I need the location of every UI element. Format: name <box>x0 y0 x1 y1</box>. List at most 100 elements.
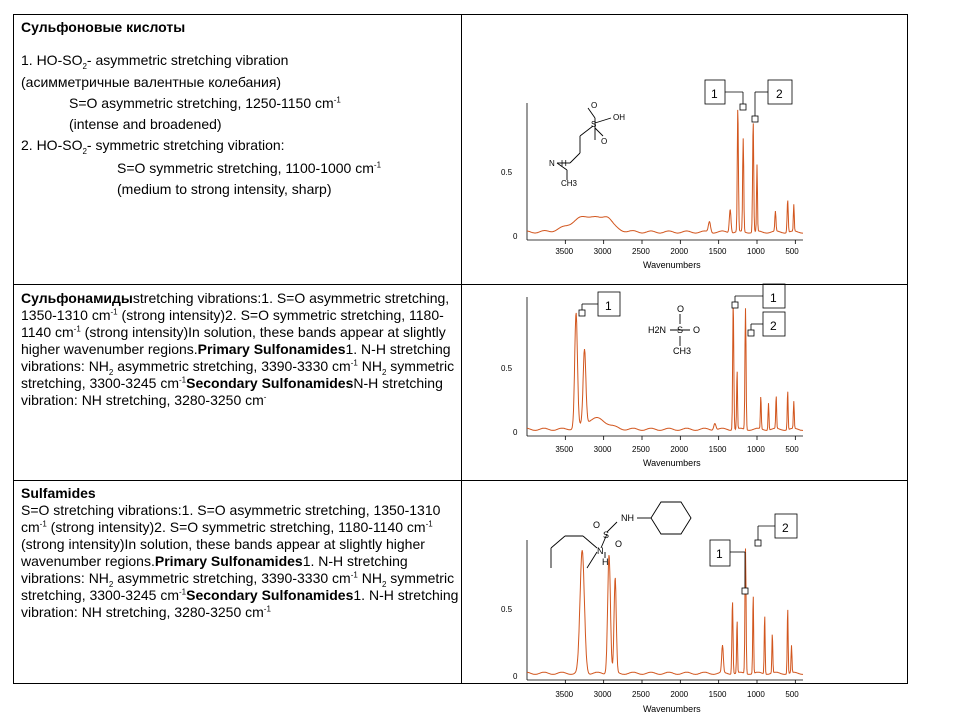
item2-detail-sup: -1 <box>373 160 382 170</box>
peak-label-1: 1 <box>711 87 718 101</box>
x-tick-label: 500 <box>785 690 799 699</box>
x-tick-label: 3000 <box>594 690 612 699</box>
column-divider <box>461 15 462 683</box>
item2-text: 2. HO-SO <box>21 137 83 153</box>
sulfonamides-title: Сульфонамиды <box>21 290 133 306</box>
sulfonamides-cell: Сульфонамидыstretching vibrations:1. S=O… <box>21 290 459 409</box>
y-tick-label: 0 <box>513 428 518 437</box>
item1-note: (intense and broadened) <box>69 116 222 132</box>
ir-spectrum-sulfonic-acid: O S OH O N H CH3 3500 3000 2500 2000 1500 100… <box>501 79 803 270</box>
item1-detail: S=O asymmetric stretching, 1250-1150 cm <box>69 95 334 111</box>
sulfonamides-sub-2: 2 <box>381 367 387 377</box>
sulfamides-text-4: 1. N-H stretching vibrations: NH <box>21 553 408 586</box>
item1-text: 1. HO-SO <box>21 52 83 68</box>
spectrum-trace <box>527 109 803 234</box>
sulfonamides-sup-4: -1 <box>178 375 187 385</box>
sulfonamides-text-8: N-H stretching vibration: NH stretching,… <box>21 375 443 408</box>
x-tick-label: 2000 <box>670 690 688 699</box>
peak-label-2: 2 <box>770 319 777 333</box>
mol2-label-o-top: O <box>677 304 684 314</box>
mol1-label-ch3: CH3 <box>561 179 578 188</box>
ir-spectrum-sulfonamide: O H2N S O CH3 3500 3000 2500 2000 1500 1000 50… <box>501 283 803 468</box>
x-axis-label: Wavenumbers <box>643 260 701 270</box>
x-tick-label: 2000 <box>670 445 688 454</box>
x-tick-label: 3500 <box>555 690 573 699</box>
mol1-label-o2: O <box>601 137 607 146</box>
sulfonic-acids-title: Сульфоновые кислоты <box>21 19 186 35</box>
y-tick-label: 0.5 <box>501 168 513 177</box>
x-tick-label: 2500 <box>632 690 650 699</box>
spectrum-trace <box>526 548 804 675</box>
sulfonamides-text-2: (strong intensity)2. S=O symmetric stret… <box>21 307 444 340</box>
mol3-label-n: N <box>597 546 604 556</box>
peak-marker-1 <box>578 291 621 317</box>
mol2-label-o-right: O <box>693 325 700 335</box>
sulfamides-text-6: NH <box>357 570 382 586</box>
item2-detail: S=O symmetric stretching, 1100-1000 cm <box>117 160 374 176</box>
x-tick-label: 1000 <box>747 247 765 256</box>
peak-label-2: 2 <box>776 87 783 101</box>
y-tick-label: 0 <box>513 232 518 241</box>
sulfonamides-secondary-heading: Secondary Sulfonamides <box>186 375 354 391</box>
y-tick-label: 0.5 <box>501 364 513 373</box>
molecule-sulfamide <box>550 501 692 569</box>
item1-ru: (асимметричные валентные колебания) <box>21 74 282 90</box>
sulfamides-text-3: (strong intensity)In solution, these ban… <box>21 536 425 569</box>
mol1-label-oh: OH <box>613 113 625 122</box>
x-tick-label: 3000 <box>594 247 612 256</box>
spectrum-axes: 3500 3000 2500 2000 1500 1000 500 Wavenumbers 0.… <box>501 103 803 270</box>
peak-marker-2 <box>751 79 793 123</box>
peak-marker-1 <box>704 79 747 111</box>
sulfonamides-sup-5: - <box>263 392 267 402</box>
sulfonamides-sup-2: -1 <box>73 324 81 334</box>
sulfamides-primary-heading: Primary Sulfonamides <box>154 553 303 569</box>
x-tick-label: 2500 <box>632 247 650 256</box>
molecule-sulfonic-acid <box>556 107 612 180</box>
mol3-label-s: S <box>603 530 609 540</box>
peak-marker-1 <box>709 539 749 595</box>
y-tick-label: 0 <box>513 672 518 681</box>
sulfonamides-sup-3: -1 <box>350 358 358 368</box>
item2-sub: 2 <box>82 146 87 156</box>
sulfonic-acids-cell: Сульфоновые кислоты 1. HO-SO2- asymmetri… <box>21 19 453 198</box>
mol1-label-n: N <box>549 159 555 168</box>
peak-marker-2 <box>754 513 798 547</box>
sulfonamides-primary-heading: Primary Sulfonamides <box>197 341 346 357</box>
x-tick-label: 2000 <box>670 247 688 256</box>
x-tick-label: 3500 <box>555 445 573 454</box>
row-divider-2 <box>14 480 907 481</box>
mol2-label-s: S <box>677 325 683 335</box>
x-tick-label: 1000 <box>747 690 765 699</box>
sulfamides-sup-5: -1 <box>263 604 271 614</box>
row-divider-1 <box>14 284 907 285</box>
sulfamides-text-8: 1. N-H stretching vibration: NH stretchi… <box>21 587 459 620</box>
sulfonamides-text-1: stretching vibrations:1. S=O asymmetric … <box>21 290 450 323</box>
sulfamides-sub-1: 2 <box>108 579 114 589</box>
mol3-label-o-right: O <box>615 539 622 549</box>
slide-table: Сульфоновые кислоты 1. HO-SO 2 - asymmetri… <box>13 14 908 684</box>
sulfamides-text-2: (strong intensity)2. S=O symmetric stret… <box>46 519 426 535</box>
x-tick-label: 1000 <box>747 445 765 454</box>
x-tick-label: 1500 <box>709 690 727 699</box>
peak-label-1: 1 <box>716 547 723 561</box>
x-tick-label: 1500 <box>709 445 727 454</box>
sulfonamides-sup-1: -1 <box>110 307 118 317</box>
sulfamides-cell: Sulfamides S=O stretching vibrations:1. S… <box>21 485 459 621</box>
sulfamides-sup-3: -1 <box>350 570 358 580</box>
mol3-label-nh: NH <box>621 513 634 523</box>
sulfamides-text-1: S=O stretching vibrations:1. S=O asymmet… <box>21 502 441 535</box>
peak-label-1b: 1 <box>770 291 777 305</box>
sulfonamides-text-5: asymmetric stretching, 3390-3330 cm <box>113 358 351 374</box>
peak-label-1: 1 <box>605 299 612 313</box>
spectrum-axes: 3500 3000 2500 2000 1500 1000 500 Wavenumbers 0.… <box>501 540 803 714</box>
mol3-label-h: H <box>602 557 609 567</box>
peak-label-2: 2 <box>782 521 789 535</box>
mol3-label-o-top: O <box>593 520 600 530</box>
x-tick-label: 3000 <box>594 445 612 454</box>
molecule-sulfonamide <box>670 314 690 346</box>
x-axis-label: Wavenumbers <box>643 704 701 714</box>
sulfonamides-text-3: (strong intensity)In solution, these ban… <box>21 324 446 357</box>
mol2-label-ch3: CH3 <box>673 346 691 356</box>
sulfamides-sup-2: -1 <box>425 519 433 529</box>
sulfamides-text-5: asymmetric stretching, 3390-3330 cm <box>113 570 351 586</box>
